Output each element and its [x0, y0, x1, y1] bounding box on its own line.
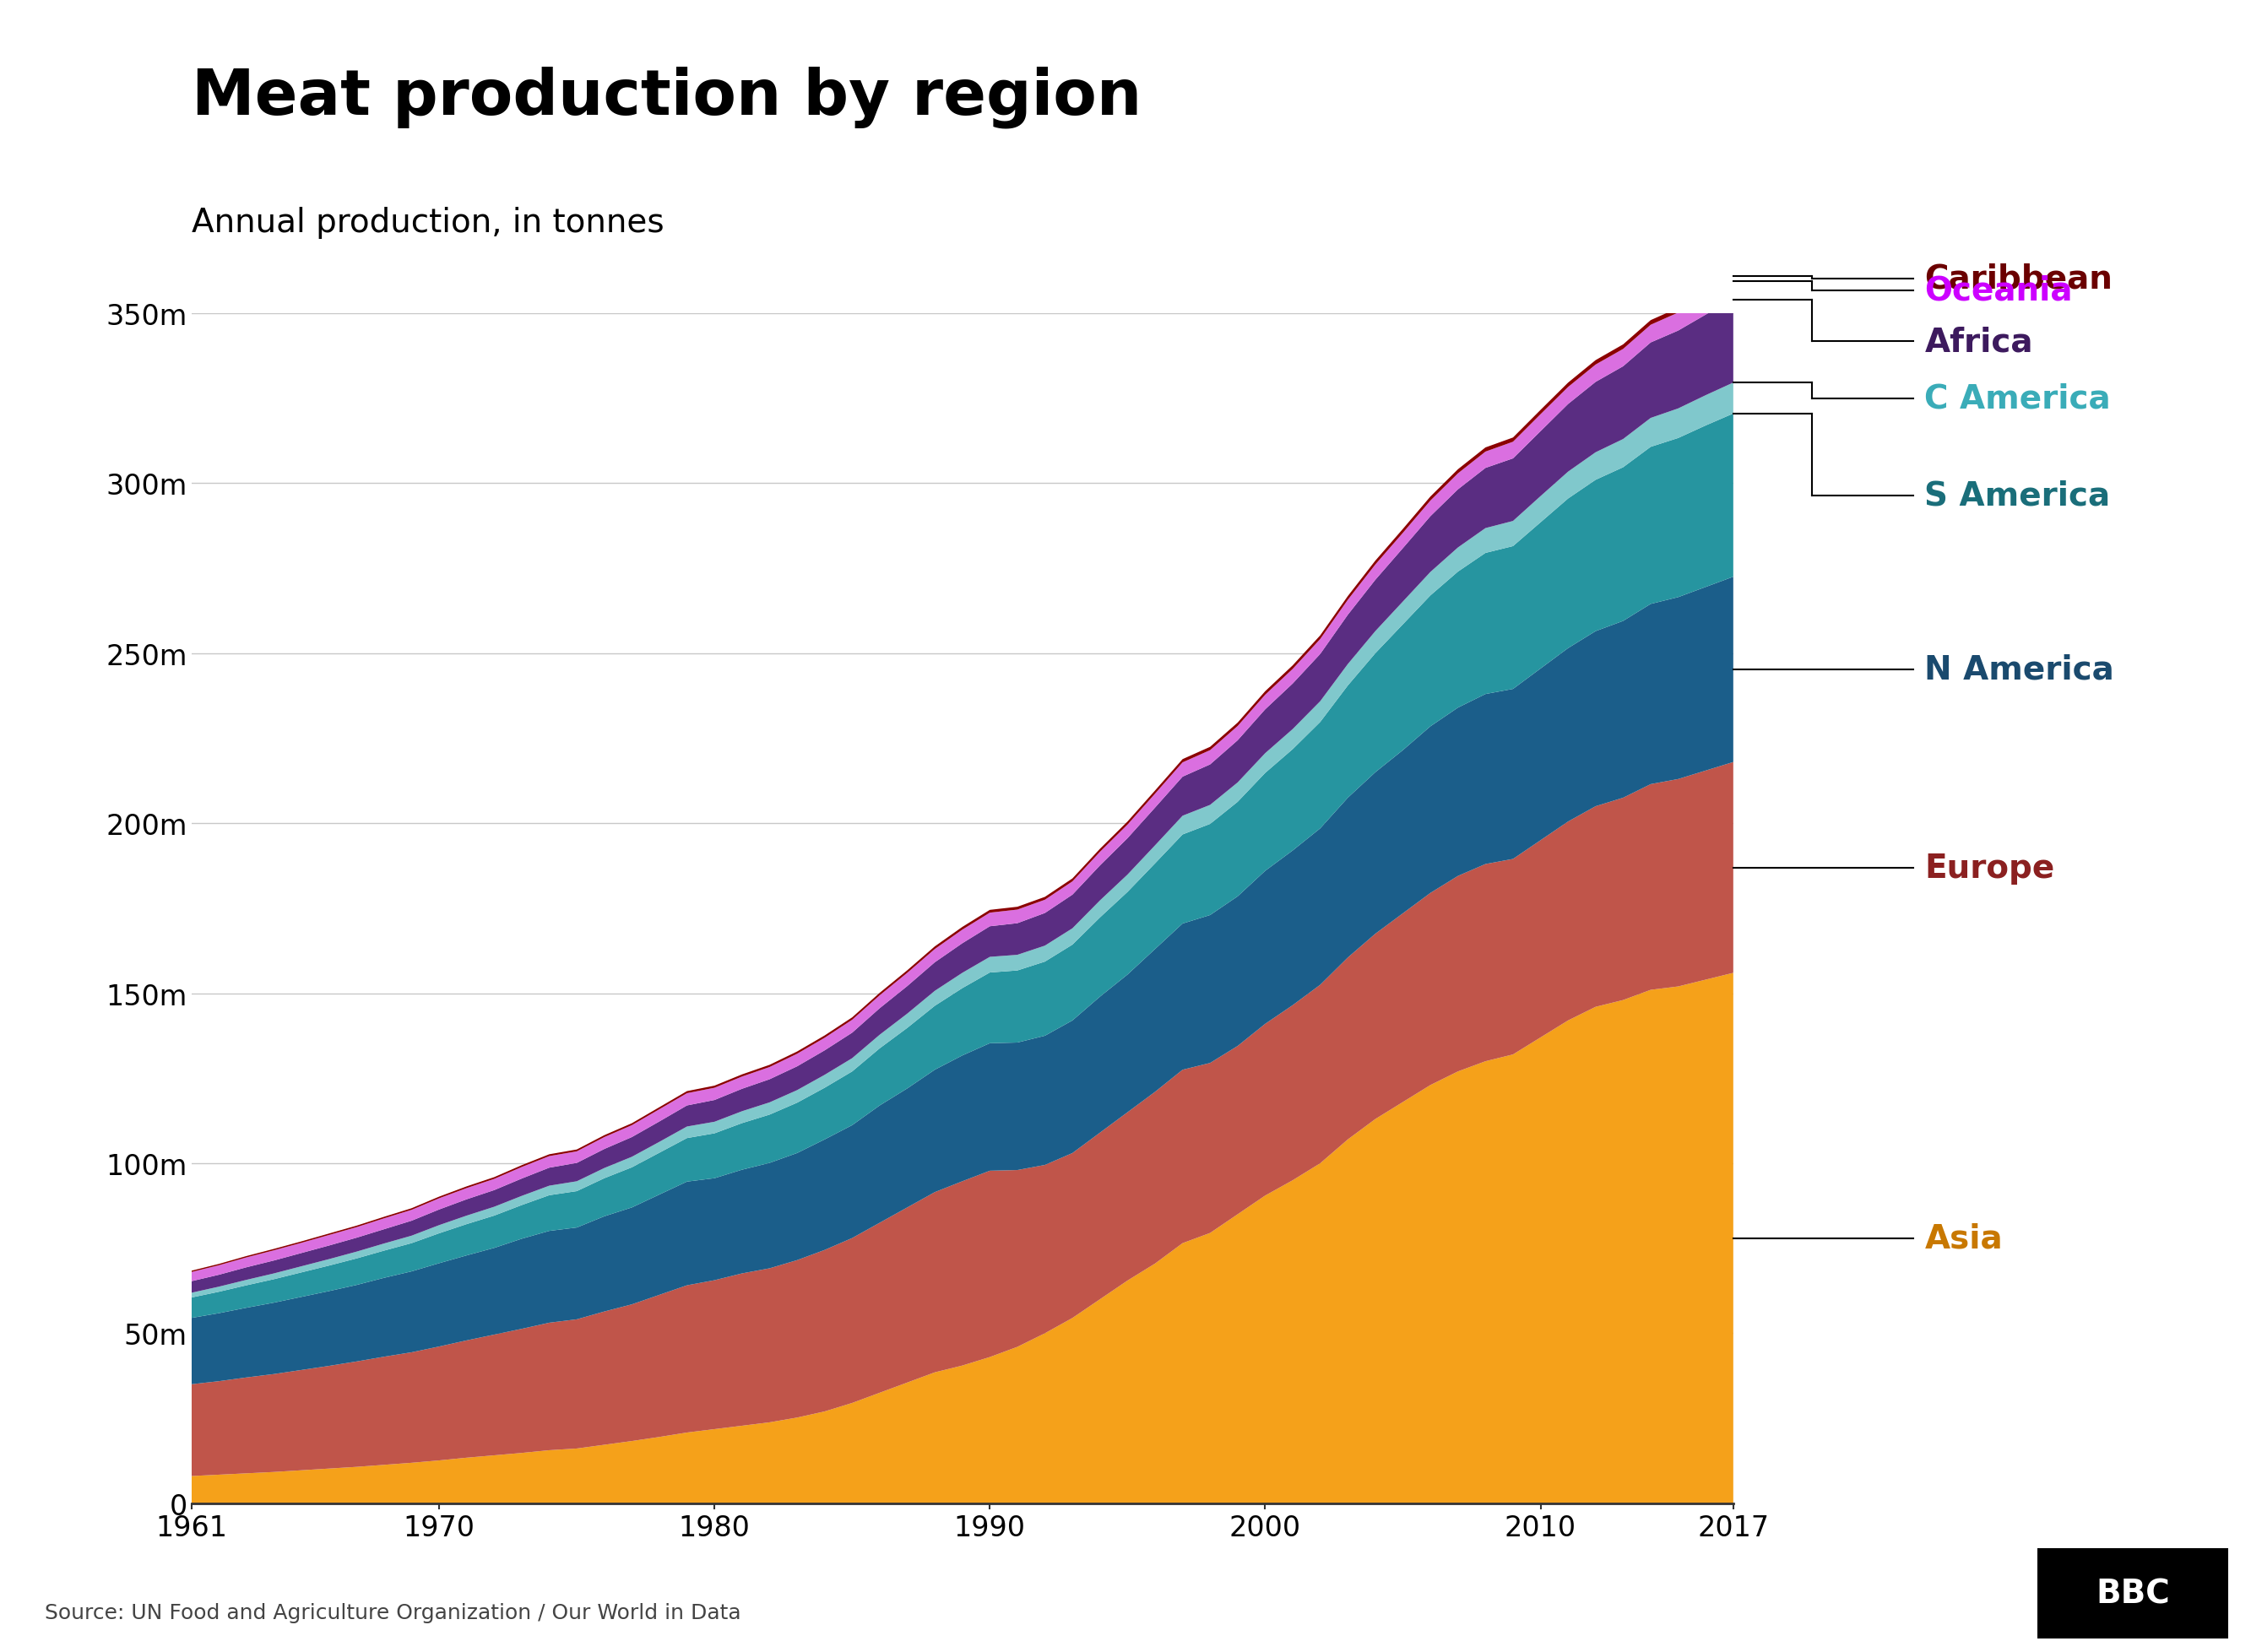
Text: Africa: Africa — [1925, 325, 2033, 358]
Text: Oceania: Oceania — [1925, 274, 2073, 307]
Text: Source: UN Food and Agriculture Organization / Our World in Data: Source: UN Food and Agriculture Organiza… — [45, 1602, 741, 1622]
Text: Asia: Asia — [1925, 1222, 2003, 1254]
Text: S America: S America — [1925, 479, 2111, 512]
Text: BBC: BBC — [2096, 1578, 2170, 1609]
Text: Europe: Europe — [1925, 852, 2055, 884]
Text: Caribbean: Caribbean — [1925, 263, 2114, 296]
Text: Annual production, in tonnes: Annual production, in tonnes — [191, 206, 664, 238]
Text: Meat production by region: Meat production by region — [191, 66, 1141, 129]
Text: C America: C America — [1925, 383, 2111, 415]
Text: N America: N America — [1925, 654, 2114, 686]
